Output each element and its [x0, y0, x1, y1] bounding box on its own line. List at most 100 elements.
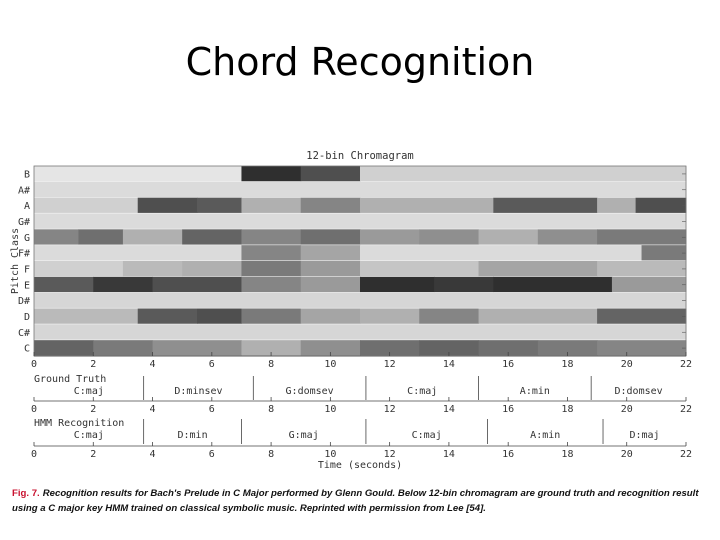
pitch-label-B: B [24, 169, 30, 180]
chroma-cell-D [419, 308, 480, 324]
hmm-tick-label: 14 [443, 449, 455, 460]
chroma-cell-C [537, 340, 598, 356]
chroma-cell-C [93, 340, 154, 356]
hmm-tick-label: 4 [150, 449, 156, 460]
chord-recognition-figure: B A# A G# G F# FE D# D C# C 12-bin Chromagram Pitch … [10, 150, 692, 471]
chroma-cell-Fsharp [34, 245, 242, 261]
pitch-label-Gsharp: G# [18, 217, 30, 228]
pitch-label-Fsharp: F# [18, 249, 30, 260]
chroma-cell-C [34, 340, 94, 356]
chroma-cell-A [635, 197, 687, 213]
ground-truth-segment-label: D:domsev [614, 386, 662, 397]
chroma-cell-D [300, 308, 361, 324]
x-axis-label: Time (seconds) [318, 460, 402, 471]
chroma-cell-D [137, 308, 198, 324]
pitch-label-Csharp: C# [18, 328, 30, 339]
ground-truth-segment-label: C:maj [407, 386, 437, 397]
chromagram-tick-label: 8 [268, 359, 274, 370]
chroma-cell-E [493, 276, 613, 293]
chroma-cell-E [34, 276, 94, 293]
chroma-cell-B [300, 166, 361, 182]
chroma-cell-A [137, 197, 198, 213]
chroma-cell-G [537, 229, 598, 245]
ground-truth-tick-label: 6 [209, 404, 215, 415]
hmm-tick-label: 18 [561, 449, 573, 460]
chroma-cell-D [597, 308, 687, 324]
hmm-tick-label: 20 [621, 449, 633, 460]
chroma-cell-A [300, 197, 361, 213]
chromagram-tick-label: 10 [324, 359, 336, 370]
hmm-segment-label: C:maj [412, 430, 442, 441]
hmm-segment-label: D:maj [629, 430, 659, 441]
chroma-cell-Fsharp [360, 245, 643, 261]
chroma-cell-C [478, 340, 539, 356]
hmm-row-label: HMM Recognition [34, 418, 124, 429]
chroma-cell-A [493, 197, 598, 213]
chroma-cell-D [34, 308, 139, 324]
chroma-cell-E [611, 276, 687, 293]
chromagram-tick-label: 16 [502, 359, 514, 370]
ground-truth-row-label: Ground Truth [34, 374, 106, 385]
ground-truth-tick-label: 8 [268, 404, 274, 415]
chromagram-title: 12-bin Chromagram [306, 150, 413, 162]
ground-truth-segment-label: A:min [520, 386, 550, 397]
chroma-cell-E [360, 276, 435, 293]
chroma-cell-A [34, 197, 139, 213]
hmm-tick-label: 2 [90, 449, 96, 460]
hmm-segment-label: G:maj [289, 430, 319, 441]
chroma-cell-F [34, 261, 124, 277]
hmm-tick-label: 10 [324, 449, 336, 460]
pitch-label-G: G [24, 233, 30, 244]
chroma-cell-F [597, 261, 687, 277]
chroma-cell-F [360, 261, 480, 277]
chroma-cell-C [419, 340, 480, 356]
chroma-cell-B [360, 166, 687, 182]
chroma-cell-Fsharp [300, 245, 361, 261]
ground-truth-tick-label: 22 [680, 404, 692, 415]
ground-truth-segment-label: G:domsev [286, 386, 334, 397]
ground-truth-tick-label: 10 [324, 404, 336, 415]
ground-truth-segment-label: D:minsev [174, 386, 222, 397]
figure-caption: Fig. 7. Recognition results for Bach's Pr… [12, 486, 712, 516]
chroma-cell-D [241, 308, 302, 324]
hmm-tick-label: 22 [680, 449, 692, 460]
hmm-tick-label: 8 [268, 449, 274, 460]
hmm-tick-label: 16 [502, 449, 514, 460]
chroma-cell-G [182, 229, 242, 245]
chroma-cell-C [360, 340, 420, 356]
ground-truth-tick-label: 18 [561, 404, 573, 415]
chromagram-tick-label: 18 [561, 359, 573, 370]
chroma-cell-D [197, 308, 242, 324]
chroma-cell-G [419, 229, 480, 245]
hmm-segment-label: A:min [530, 430, 560, 441]
chroma-cell-F [182, 261, 242, 277]
chroma-cell-F [122, 261, 183, 277]
chroma-cell-E [300, 276, 361, 293]
ground-truth-tick-label: 20 [621, 404, 633, 415]
chroma-cell-F [300, 261, 361, 277]
ground-truth-tick-label: 14 [443, 404, 455, 415]
chroma-cell-C [152, 340, 242, 356]
figure-label: Fig. 7. [12, 488, 40, 499]
chroma-cell-Dsharp [34, 292, 687, 308]
chroma-cell-G [78, 229, 124, 245]
chroma-cell-E [152, 276, 242, 293]
hmm-tick-label: 12 [384, 449, 396, 460]
pitch-label-D: D [24, 312, 30, 323]
chroma-cell-C [300, 340, 361, 356]
chroma-cell-F [241, 261, 302, 277]
pitch-label-A: A [24, 201, 30, 212]
chroma-cell-D [360, 308, 420, 324]
chromagram-tick-label: 12 [384, 359, 396, 370]
chroma-cell-G [241, 229, 302, 245]
chroma-cell-E [241, 276, 302, 293]
ground-truth-tick-label: 4 [150, 404, 156, 415]
chroma-cell-Gsharp [34, 213, 687, 229]
chroma-cell-E [93, 276, 154, 293]
pitch-label-C: C [24, 344, 30, 355]
ground-truth-tick-label: 12 [384, 404, 396, 415]
chroma-cell-B [241, 166, 302, 182]
ground-truth-tick-label: 0 [31, 404, 37, 415]
chroma-cell-E [434, 276, 494, 293]
chroma-cell-G [34, 229, 79, 245]
